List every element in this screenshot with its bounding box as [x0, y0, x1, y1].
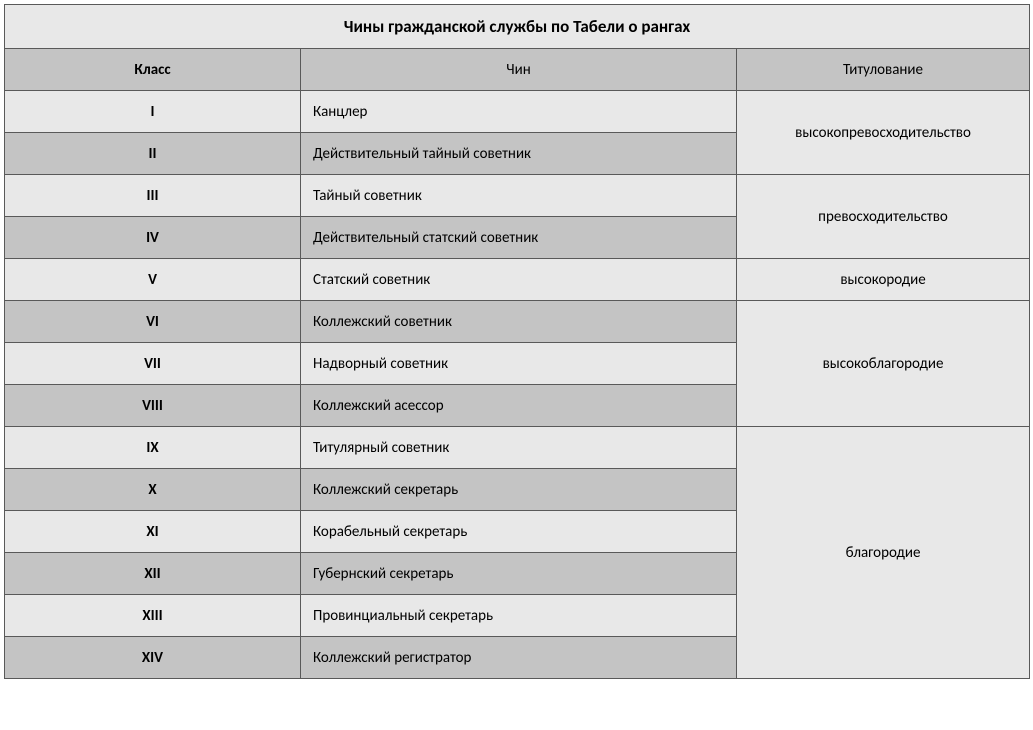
- address-cell: высокопревосходительство: [737, 91, 1030, 175]
- rank-cell: Провинциальный секретарь: [301, 595, 737, 637]
- address-cell: превосходительство: [737, 175, 1030, 259]
- class-cell: V: [5, 259, 301, 301]
- rank-cell: Коллежский советник: [301, 301, 737, 343]
- class-cell: XIV: [5, 637, 301, 679]
- header-class: Класс: [5, 49, 301, 91]
- class-cell: XII: [5, 553, 301, 595]
- table-row: VСтатский советниквысокородие: [5, 259, 1030, 301]
- rank-cell: Губернский секретарь: [301, 553, 737, 595]
- rank-cell: Действительный статский советник: [301, 217, 737, 259]
- class-cell: III: [5, 175, 301, 217]
- header-row: Класс Чин Титулование: [5, 49, 1030, 91]
- class-cell: II: [5, 133, 301, 175]
- header-address: Титулование: [737, 49, 1030, 91]
- rank-cell: Титулярный советник: [301, 427, 737, 469]
- rank-cell: Канцлер: [301, 91, 737, 133]
- rank-cell: Надворный советник: [301, 343, 737, 385]
- class-cell: IX: [5, 427, 301, 469]
- class-cell: X: [5, 469, 301, 511]
- header-rank: Чин: [301, 49, 737, 91]
- address-cell: высокоблагородие: [737, 301, 1030, 427]
- rank-cell: Статский советник: [301, 259, 737, 301]
- class-cell: VI: [5, 301, 301, 343]
- rank-cell: Коллежский секретарь: [301, 469, 737, 511]
- class-cell: VII: [5, 343, 301, 385]
- table-body: Чины гражданской службы по Табели о ранг…: [5, 5, 1030, 679]
- address-cell: высокородие: [737, 259, 1030, 301]
- ranks-table: Чины гражданской службы по Табели о ранг…: [4, 4, 1030, 679]
- table-row: IIIТайный советникпревосходительство: [5, 175, 1030, 217]
- title-row: Чины гражданской службы по Табели о ранг…: [5, 5, 1030, 49]
- class-cell: IV: [5, 217, 301, 259]
- table-row: VIКоллежский советниквысокоблагородие: [5, 301, 1030, 343]
- table-row: IКанцлервысокопревосходительство: [5, 91, 1030, 133]
- table-row: IXТитулярный советникблагородие: [5, 427, 1030, 469]
- rank-cell: Коллежский регистратор: [301, 637, 737, 679]
- address-cell: благородие: [737, 427, 1030, 679]
- class-cell: VIII: [5, 385, 301, 427]
- class-cell: XI: [5, 511, 301, 553]
- table-title: Чины гражданской службы по Табели о ранг…: [5, 5, 1030, 49]
- rank-cell: Коллежский асессор: [301, 385, 737, 427]
- rank-cell: Тайный советник: [301, 175, 737, 217]
- class-cell: XIII: [5, 595, 301, 637]
- rank-cell: Корабельный секретарь: [301, 511, 737, 553]
- class-cell: I: [5, 91, 301, 133]
- rank-cell: Действительный тайный советник: [301, 133, 737, 175]
